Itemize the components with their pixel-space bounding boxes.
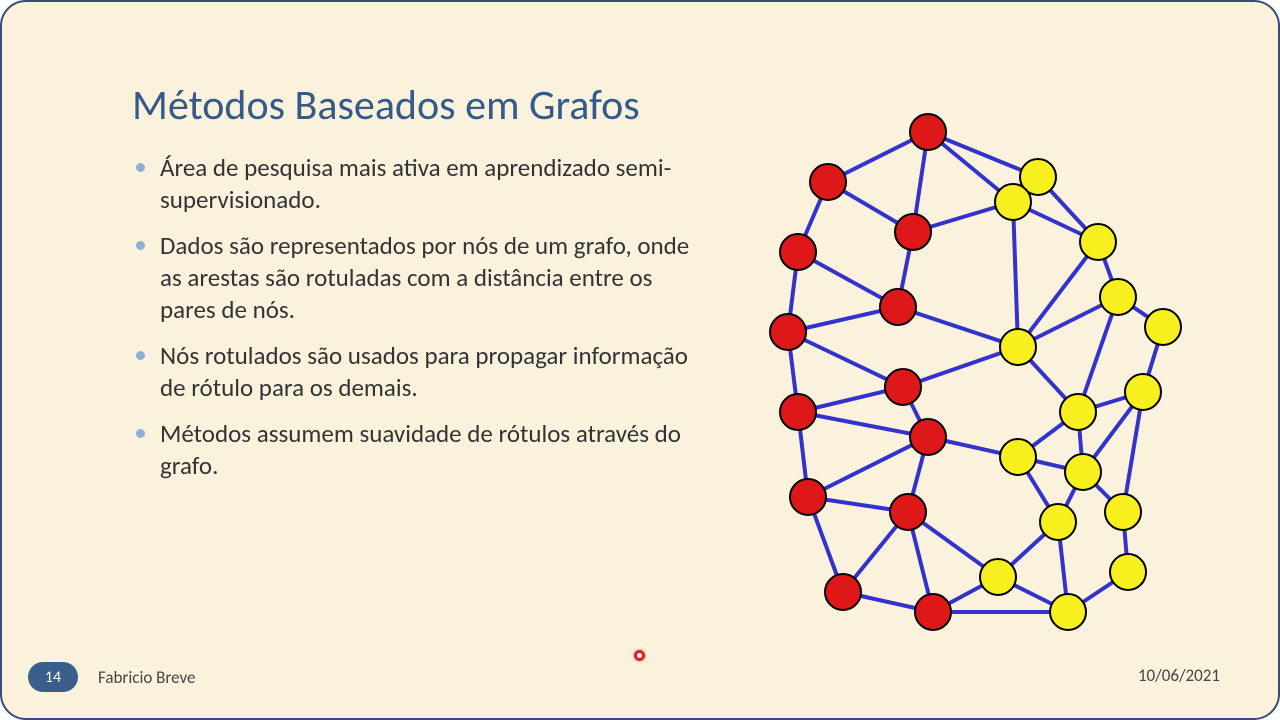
graph-node — [1110, 554, 1146, 590]
bullet-item: Área de pesquisa mais ativa em aprendiza… — [132, 152, 702, 216]
bullet-item: Nós rotulados são usados para propagar i… — [132, 340, 702, 404]
graph-node — [1105, 494, 1141, 530]
graph-node — [915, 594, 951, 630]
page-number-pill: 14 — [28, 662, 78, 692]
graph-node — [790, 479, 826, 515]
laser-pointer-icon — [634, 650, 645, 661]
slide-body: Área de pesquisa mais ativa em aprendiza… — [132, 152, 702, 496]
graph-node — [890, 494, 926, 530]
bullet-list: Área de pesquisa mais ativa em aprendiza… — [132, 152, 702, 482]
graph-node — [770, 314, 806, 350]
graph-node — [1050, 594, 1086, 630]
footer-left: 14 Fabricio Breve — [28, 662, 195, 692]
graph-node — [1040, 504, 1076, 540]
graph-node — [910, 114, 946, 150]
graph-node — [825, 574, 861, 610]
graph-node — [810, 164, 846, 200]
graph-node — [895, 214, 931, 250]
date-label: 10/06/2021 — [1138, 665, 1220, 686]
graph-diagram — [738, 102, 1218, 662]
graph-node — [880, 289, 916, 325]
bullet-item: Métodos assumem suavidade de rótulos atr… — [132, 418, 702, 482]
graph-node — [1145, 309, 1181, 345]
graph-node — [1000, 439, 1036, 475]
graph-node — [1080, 224, 1116, 260]
graph-node — [980, 559, 1016, 595]
slide: Métodos Baseados em Grafos Área de pesqu… — [0, 0, 1280, 720]
graph-node — [885, 369, 921, 405]
graph-node — [910, 419, 946, 455]
graph-node — [995, 184, 1031, 220]
graph-node — [1000, 329, 1036, 365]
graph-node — [780, 234, 816, 270]
graph-node — [1100, 279, 1136, 315]
author-label: Fabricio Breve — [98, 667, 195, 688]
graph-node — [780, 394, 816, 430]
bullet-item: Dados são representados por nós de um gr… — [132, 230, 702, 326]
graph-node — [1065, 454, 1101, 490]
graph-node — [1125, 374, 1161, 410]
graph-node — [1060, 394, 1096, 430]
slide-title: Métodos Baseados em Grafos — [132, 80, 640, 131]
